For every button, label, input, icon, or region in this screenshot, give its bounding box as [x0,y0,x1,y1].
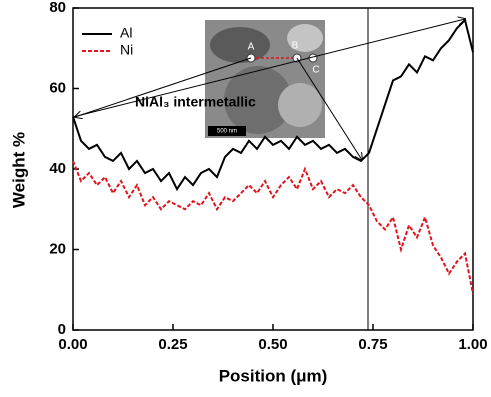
x-tick-label: 1.00 [458,336,487,353]
data-line [73,161,473,294]
point-label: A [248,42,255,53]
y-tick-label: 20 [49,240,66,257]
y-tick-label: 60 [49,79,66,96]
x-axis-label: Position (μm) [219,366,328,385]
legend-label: Al [120,25,132,41]
annotation: NiAl₃ intermetallic [135,94,256,110]
legend-label: Ni [120,42,133,58]
x-tick-label: 0.75 [358,336,387,353]
chart: NiAl₃ intermetallic A B C 500 nm Positio… [0,0,491,392]
point-label: B [292,41,299,52]
point-label: C [312,65,319,76]
y-tick-label: 40 [49,160,66,177]
x-tick-label: 0.50 [258,336,287,353]
y-axis-label: Weight % [9,132,28,208]
x-tick-label: 0.25 [158,336,187,353]
scale-label: 500 nm [217,129,237,135]
x-tick-label: 0.00 [58,336,87,353]
y-tick-label: 80 [49,0,66,16]
y-tick-label: 0 [58,321,66,338]
